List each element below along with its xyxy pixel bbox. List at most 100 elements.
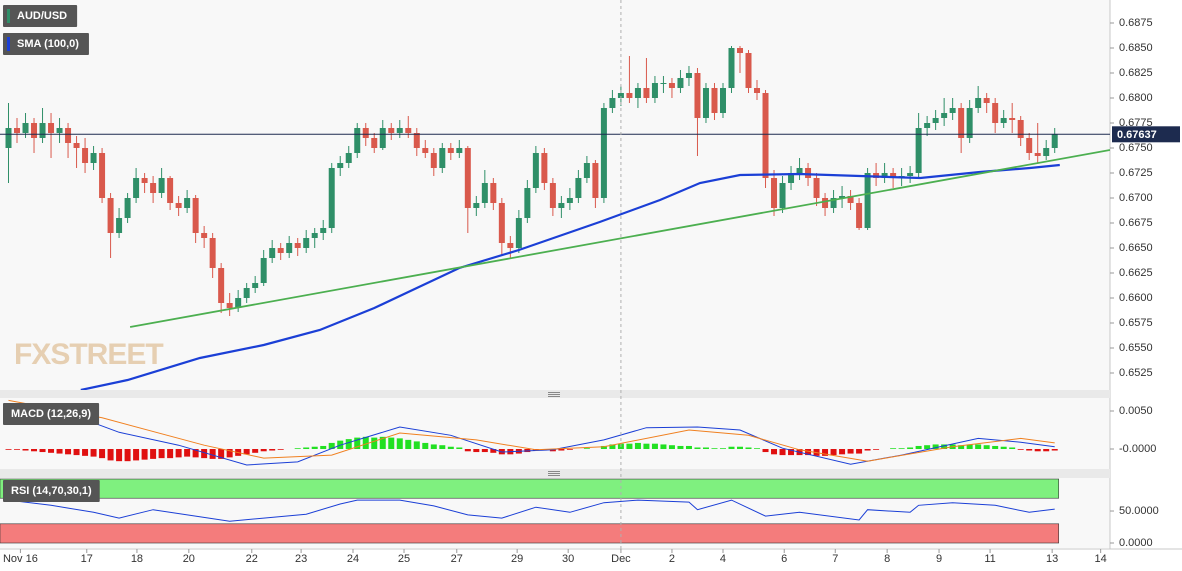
y-tick-label: 0.6725 [1119, 167, 1153, 179]
histogram-bar [303, 447, 310, 450]
candle-body [396, 128, 403, 133]
candle-body [294, 243, 301, 248]
candle-body [609, 98, 616, 108]
candle-body [158, 178, 165, 193]
histogram-bar [924, 445, 931, 450]
histogram-bar [22, 449, 29, 451]
candle-body [107, 198, 114, 233]
candle-body [371, 138, 378, 148]
candle-body [992, 103, 999, 123]
divider-handle[interactable] [548, 392, 560, 397]
histogram-bar [558, 449, 565, 451]
candle-body [643, 88, 650, 98]
candle-body [99, 153, 106, 198]
candle-body [116, 218, 123, 233]
candle-body [702, 88, 709, 118]
candle-body [711, 88, 718, 113]
candle-body [82, 148, 89, 163]
candle-body [558, 203, 565, 208]
candle-body [226, 303, 233, 308]
histogram-bar [73, 449, 80, 456]
candle-body [617, 93, 624, 98]
candle-body [805, 168, 812, 178]
candle-body [337, 163, 344, 168]
candle-body [345, 153, 352, 163]
candle-body [541, 153, 548, 183]
histogram-bar [907, 447, 914, 450]
indicator-label-box [3, 403, 100, 425]
candle-body [651, 83, 658, 98]
candle-body [209, 238, 216, 268]
candle-body [31, 123, 38, 138]
candle-body [388, 128, 395, 133]
y-tick-label: 0.6800 [1119, 92, 1153, 104]
candle-body [48, 123, 55, 133]
histogram-bar [711, 448, 718, 450]
candle-body [311, 233, 318, 238]
histogram-bar [107, 449, 114, 461]
x-tick-label: Nov 16 [3, 553, 38, 565]
histogram-bar [847, 449, 854, 454]
x-tick-label: 14 [1095, 553, 1107, 565]
x-tick-label: 11 [984, 553, 995, 565]
y-tick-label: 0.6750 [1119, 142, 1153, 154]
candle-body [286, 243, 293, 253]
histogram-bar [243, 449, 250, 455]
candle-body [405, 128, 412, 133]
histogram-bar [583, 448, 590, 450]
candle-body [218, 268, 225, 303]
histogram-bar [634, 442, 641, 450]
candle-body [728, 48, 735, 88]
histogram-bar [311, 446, 318, 450]
indicator-label-box [3, 5, 78, 27]
indicator-line [80, 163, 1060, 390]
histogram-bar [992, 445, 999, 450]
indicator-label: RSI (14,70,30,1) [11, 485, 92, 497]
histogram-bar [167, 449, 174, 459]
y-tick-label: 0.0050 [1119, 405, 1153, 417]
candle-body [90, 153, 97, 163]
candle-body [473, 203, 480, 208]
x-tick-label: Dec [611, 553, 631, 565]
candle-body [830, 198, 837, 208]
histogram-bar [490, 449, 497, 453]
candle-body [447, 148, 454, 153]
candle-body [464, 148, 471, 208]
candle-body [881, 173, 888, 178]
y-tick-label: 0.6600 [1119, 292, 1153, 304]
candle-body [694, 73, 701, 118]
histogram-bar [150, 449, 157, 459]
histogram-bar [1009, 447, 1016, 450]
candle-body [813, 178, 820, 198]
x-tick-label: 8 [884, 553, 890, 565]
histogram-bar [788, 449, 795, 456]
histogram-bar [184, 449, 191, 457]
y-tick-label: 0.6825 [1119, 67, 1153, 79]
candle-body [362, 128, 369, 138]
histogram-bar [141, 449, 148, 460]
candle-body [924, 123, 931, 128]
indicator-label: AUD/USD [17, 10, 67, 22]
histogram-bar [175, 449, 182, 458]
candle-body [932, 118, 939, 123]
histogram-bar [728, 446, 735, 450]
histogram-bar [694, 447, 701, 450]
candle-body [252, 283, 259, 288]
candle-body [1034, 153, 1041, 156]
histogram-bar [48, 449, 55, 453]
x-tick-label: 23 [295, 553, 307, 565]
y-tick-label: 0.6525 [1119, 367, 1153, 379]
candle-body [626, 93, 633, 98]
candle-body [668, 83, 675, 88]
divider-handle[interactable] [548, 471, 560, 476]
y-tick-label: 0.6650 [1119, 242, 1153, 254]
histogram-bar [201, 449, 208, 459]
histogram-bar [660, 444, 667, 450]
indicator-line [8, 399, 1055, 462]
y-tick-label: 0.0000 [1119, 537, 1153, 549]
candle-body [150, 183, 157, 193]
histogram-bar [226, 449, 233, 458]
y-tick-label: 0.6775 [1119, 117, 1153, 129]
x-tick-label: 20 [183, 553, 195, 565]
histogram-bar [260, 449, 267, 452]
